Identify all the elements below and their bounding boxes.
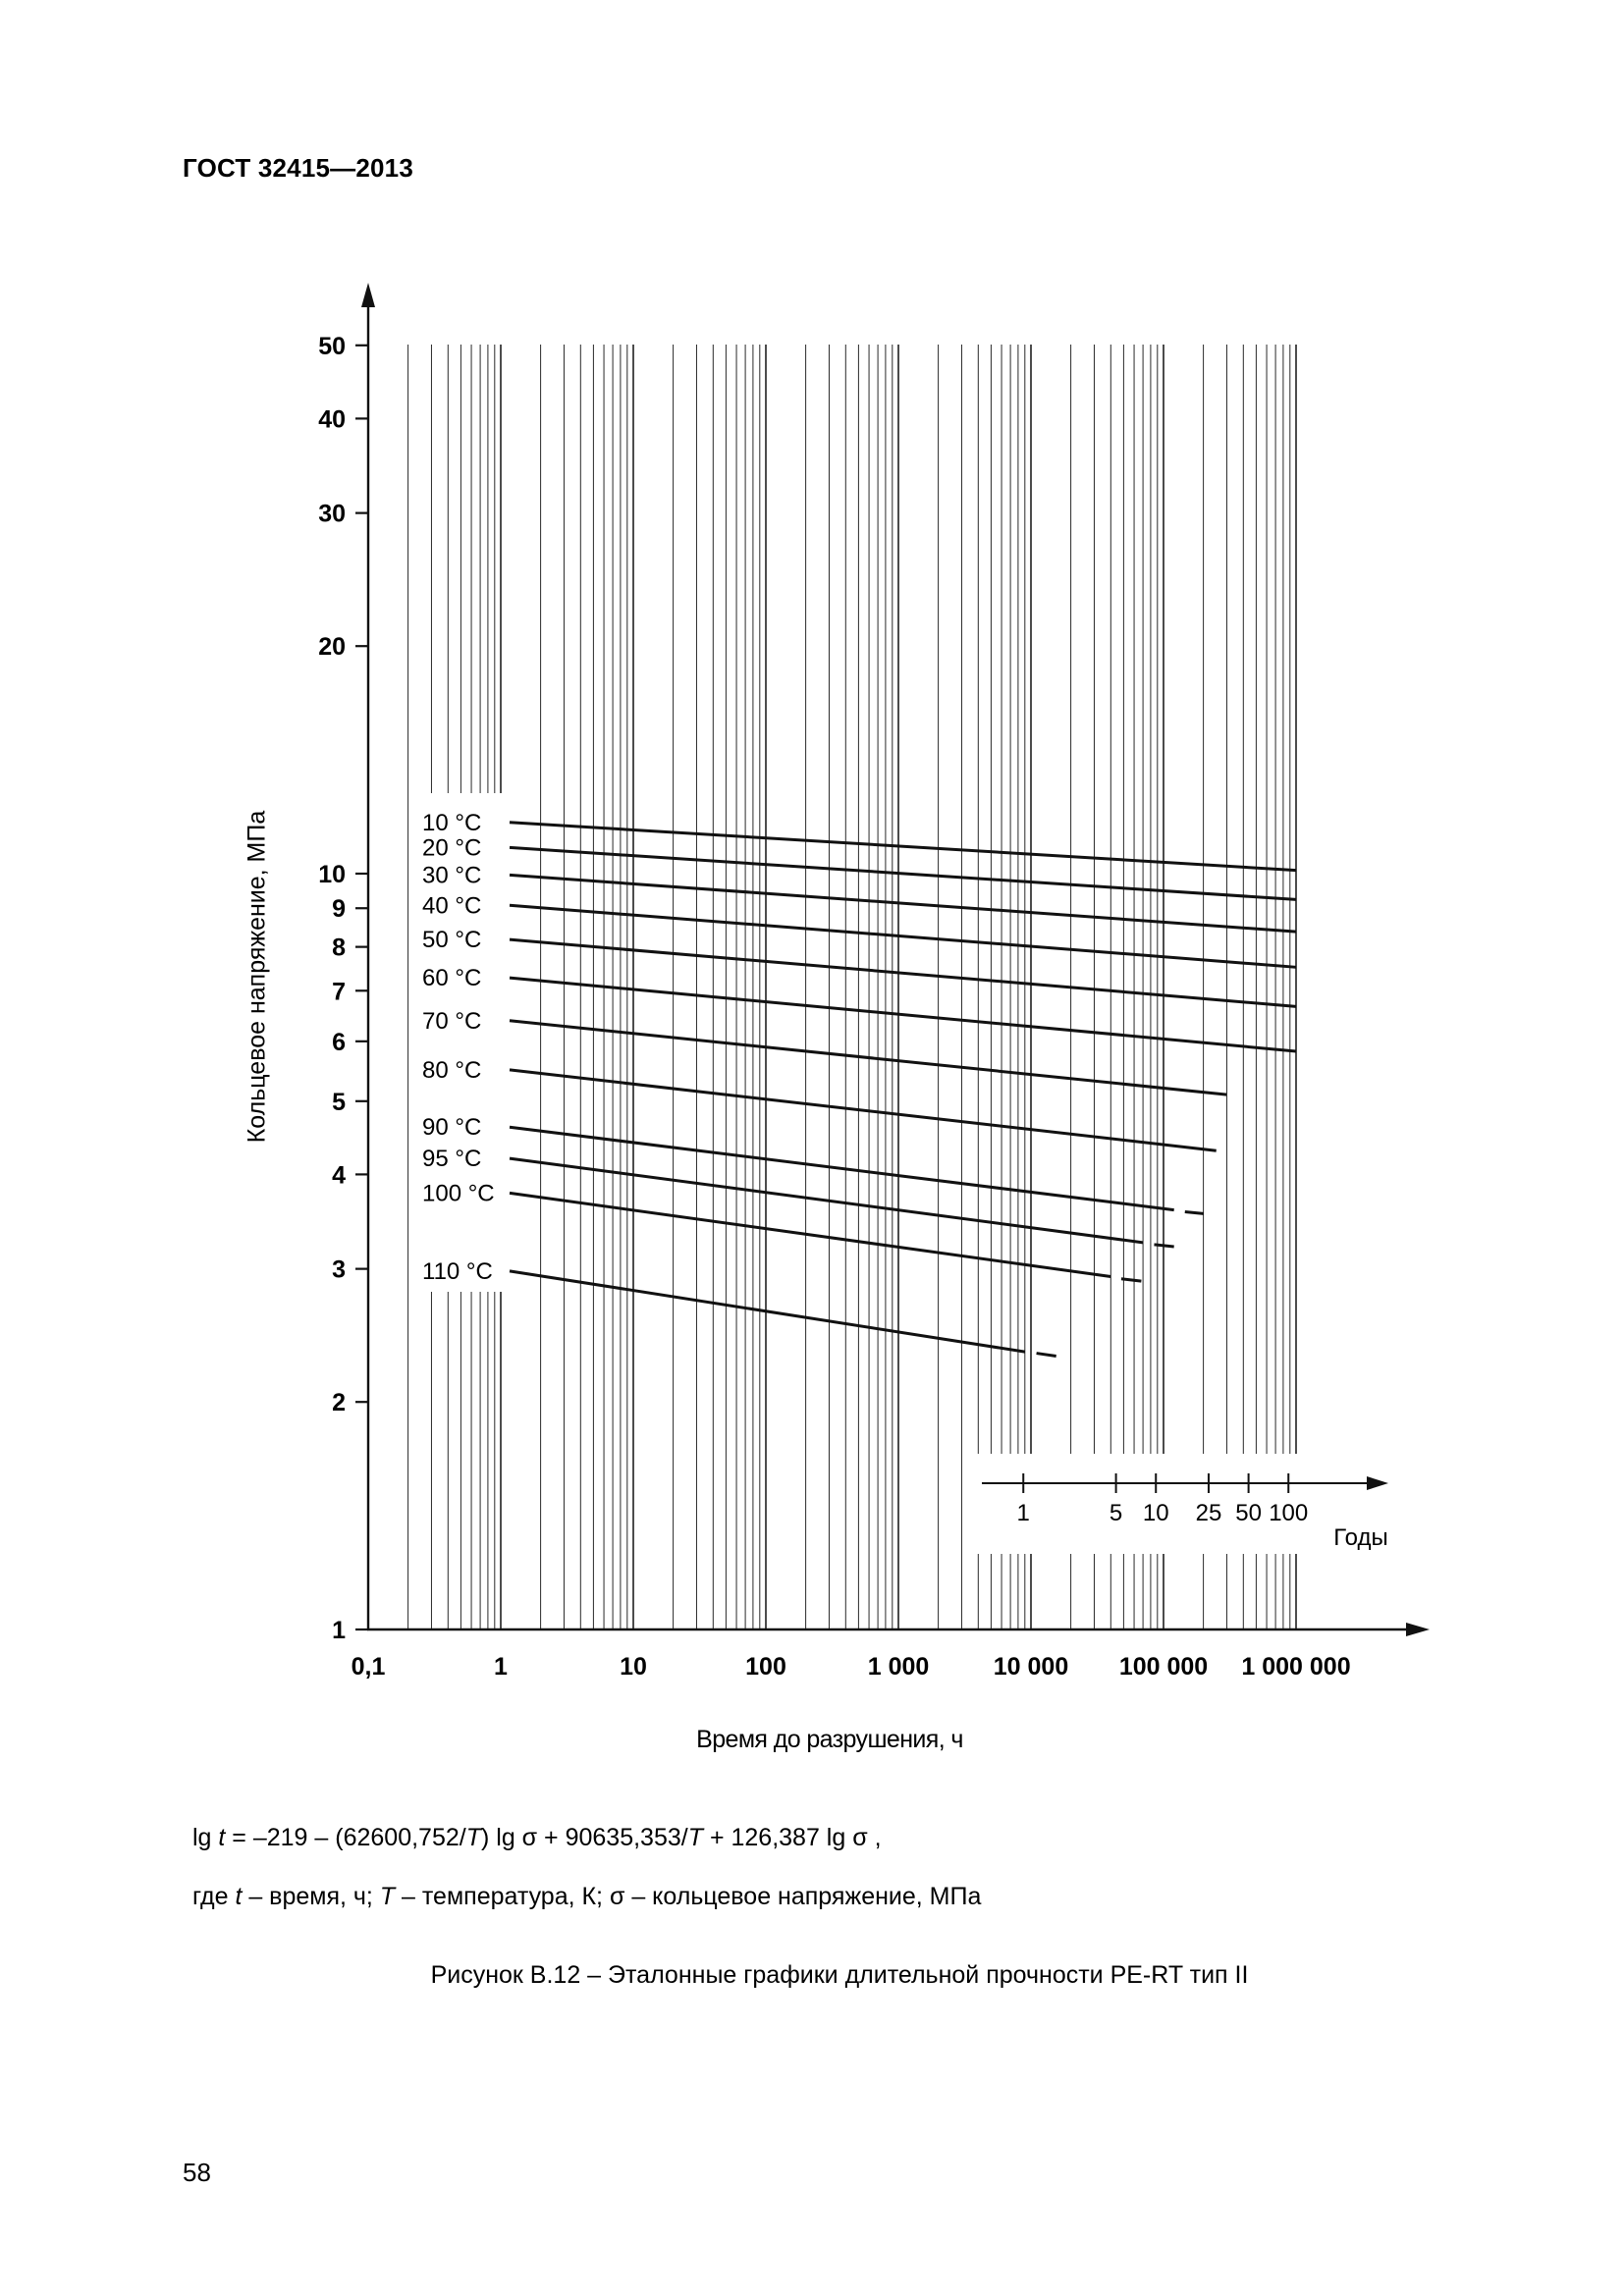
formula-fragment: + 126,387 lg σ , xyxy=(703,1824,882,1851)
formula-where-line: где t – время, ч; T – температура, К; σ … xyxy=(192,1883,981,1911)
x-tick-label: 100 xyxy=(745,1653,786,1681)
years-tick-label: 100 xyxy=(1269,1500,1308,1526)
y-tick-label: 10 xyxy=(318,861,346,888)
formula-fragment: t xyxy=(218,1824,226,1851)
series-line xyxy=(509,1125,1174,1212)
figure-caption: Рисунок В.12 – Эталонные графики длитель… xyxy=(430,1961,1249,1989)
document-header: ГОСТ 32415—2013 xyxy=(183,153,413,183)
series-label: 60 °C xyxy=(422,965,481,991)
years-tick-label: 1 xyxy=(1017,1500,1030,1526)
series: 10 °C20 °C30 °C 40 °C 50 °C 60 °C 70 °C 80 °C… xyxy=(422,810,1297,1358)
years-axis-label: Годы xyxy=(1333,1524,1387,1551)
series-line xyxy=(509,821,1297,873)
x-tick-label: 10 xyxy=(620,1653,647,1681)
y-tick-label: 8 xyxy=(332,934,346,962)
series-line xyxy=(509,1269,1026,1354)
y-tick-label: 7 xyxy=(332,978,346,1005)
series-label: 30 °C xyxy=(422,862,481,888)
series-labels-mask xyxy=(416,793,511,1292)
page-number: 58 xyxy=(183,2158,211,2187)
series-dash-segment xyxy=(1036,1352,1056,1358)
x-axis-arrow xyxy=(1406,1623,1430,1636)
series-label: 110 °C xyxy=(422,1258,493,1285)
series-label: 90 °C xyxy=(422,1114,481,1141)
x-tick-label: 10 000 xyxy=(994,1653,1068,1681)
y-tick-label: 9 xyxy=(332,895,346,923)
formula-fragment: lg xyxy=(192,1824,219,1851)
years-axis: 1 5 10 25 50 100 Годы xyxy=(982,1473,1388,1551)
formula-fragment: t xyxy=(235,1883,243,1910)
y-tick-label: 4 xyxy=(332,1161,346,1189)
formula-fragment: T xyxy=(465,1824,481,1851)
formula-fragment: = –219 – (62600,752/ xyxy=(225,1824,466,1851)
years-tick-label: 5 xyxy=(1110,1500,1122,1526)
series-line xyxy=(509,873,1297,934)
y-tick-label: 50 xyxy=(318,333,346,360)
series-line xyxy=(509,903,1297,969)
years-axis-mask xyxy=(970,1454,1414,1554)
formula-fragment: ) lg σ + 90635,353/ xyxy=(481,1824,688,1851)
series-label: 10 °C xyxy=(422,810,481,836)
x-tick-label: 1 000 000 xyxy=(1241,1653,1350,1681)
series-line xyxy=(509,1019,1227,1096)
x-tick-label: 100 000 xyxy=(1119,1653,1208,1681)
series-label: 20 °C xyxy=(422,834,481,861)
formula-fragment: – время, ч; xyxy=(242,1883,380,1910)
series-label: 50 °C xyxy=(422,927,481,953)
series-label: 70 °C xyxy=(422,1008,481,1035)
y-tick-label: 5 xyxy=(332,1089,346,1116)
x-tick-label: 1 000 xyxy=(868,1653,930,1681)
x-axis-title: Время до разрушения, ч xyxy=(696,1726,963,1753)
y-tick-label: 6 xyxy=(332,1029,346,1056)
y-axis-title: Кольцевое напряжение, МПа xyxy=(243,810,271,1144)
x-tick-label: 1 xyxy=(494,1653,508,1681)
series-line xyxy=(509,1068,1217,1152)
formula-line: lg t = –219 – (62600,752/T) lg σ + 90635… xyxy=(192,1824,882,1852)
series-dash-segment xyxy=(1120,1277,1142,1283)
years-tick-label: 25 xyxy=(1196,1500,1222,1526)
y-tick-label: 1 xyxy=(332,1617,346,1644)
y-tick-label: 30 xyxy=(318,501,346,528)
formula-fragment: T xyxy=(379,1883,396,1910)
years-tick-label: 10 xyxy=(1143,1500,1169,1526)
gridlines xyxy=(407,345,1297,1629)
y-tick-label: 20 xyxy=(318,633,346,661)
y-tick-label: 3 xyxy=(332,1256,346,1284)
formula-fragment: – температура, К; σ – кольцевое напряжен… xyxy=(395,1883,982,1910)
y-axis-arrow xyxy=(361,283,375,307)
years-tick-label: 50 xyxy=(1235,1500,1262,1526)
formula-fragment: T xyxy=(687,1824,703,1851)
series-label: 100 °C xyxy=(422,1180,495,1206)
series-label: 40 °C xyxy=(422,892,481,919)
x-tick-label: 0,1 xyxy=(352,1653,386,1681)
series-dash-segment xyxy=(1184,1209,1204,1215)
series-line xyxy=(509,1156,1144,1245)
y-tick-label: 40 xyxy=(318,405,346,433)
series-label: 95 °C xyxy=(422,1146,481,1172)
years-axis-arrow xyxy=(1367,1476,1388,1490)
series-line xyxy=(509,976,1297,1053)
series-line xyxy=(509,1191,1111,1278)
y-tick-label: 2 xyxy=(332,1389,346,1416)
series-line xyxy=(509,937,1297,1008)
series-dash-segment xyxy=(1154,1243,1174,1249)
series-line xyxy=(509,845,1297,901)
series-label: 80 °C xyxy=(422,1057,481,1084)
formula-fragment: где xyxy=(192,1883,236,1910)
